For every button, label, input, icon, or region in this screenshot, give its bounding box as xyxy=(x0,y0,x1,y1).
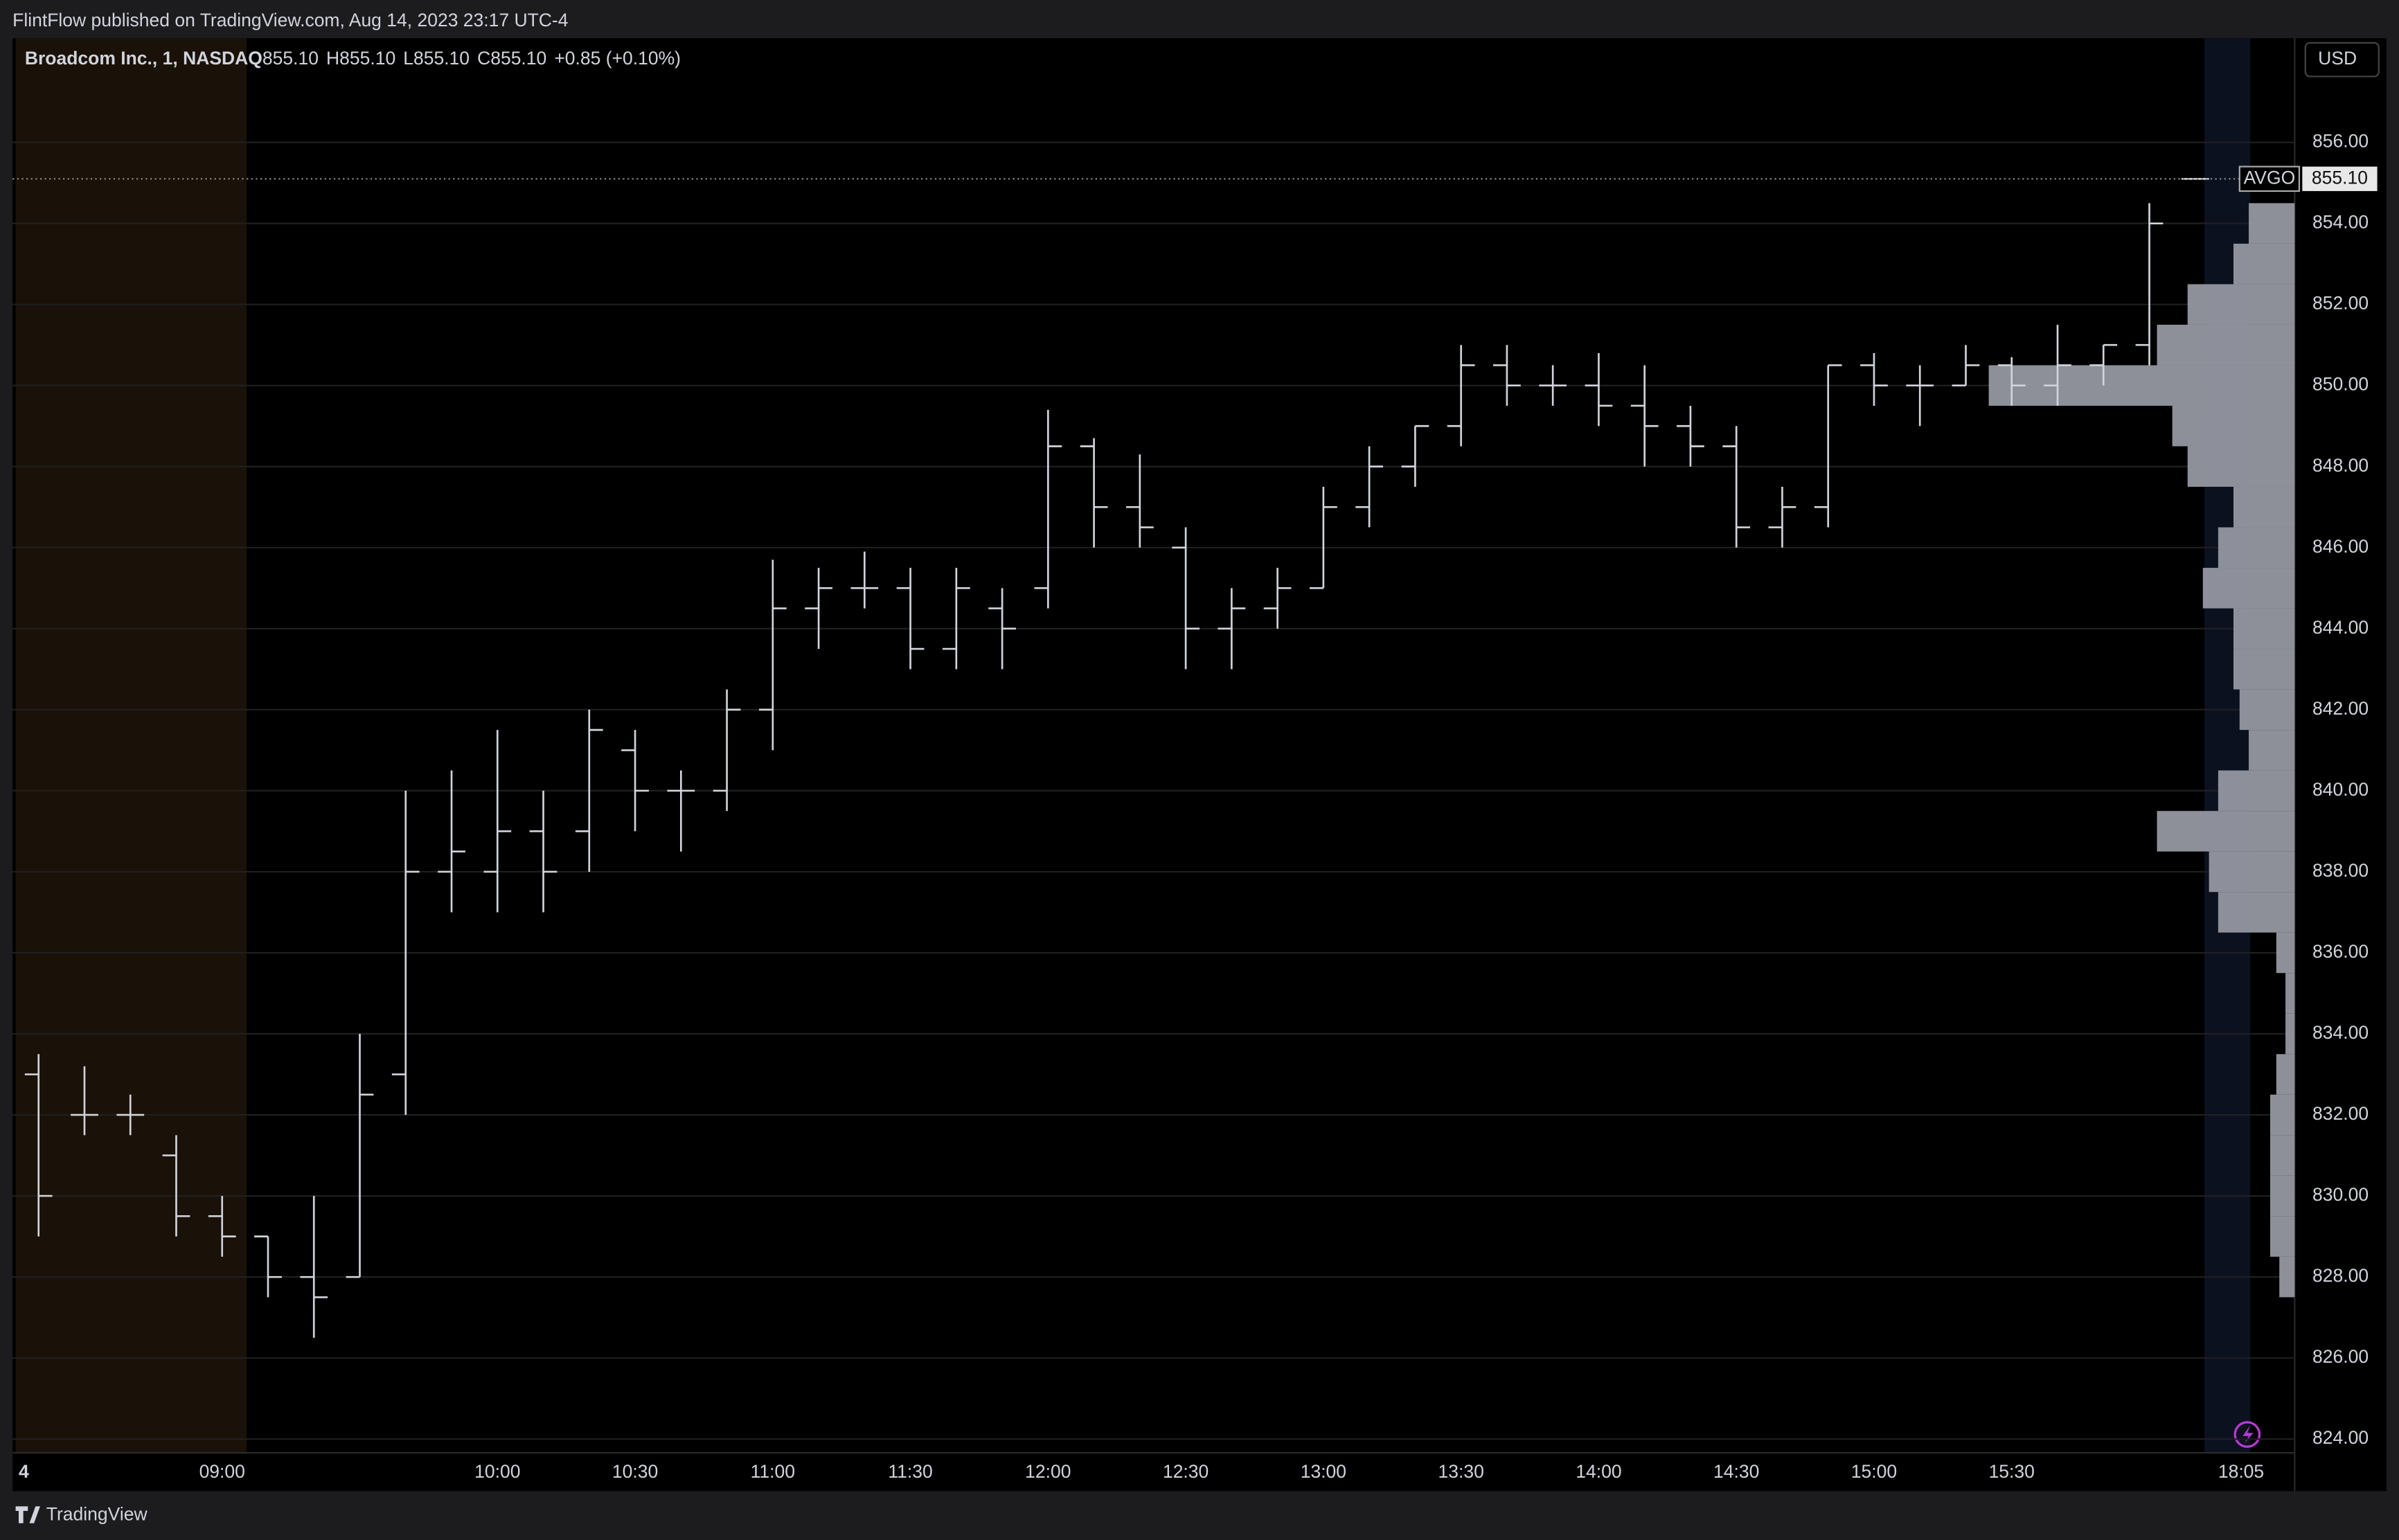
y-tick-label: 834.00 xyxy=(2312,1022,2369,1043)
lightning-icon[interactable] xyxy=(2233,1421,2261,1448)
y-tick-label: 824.00 xyxy=(2312,1427,2369,1448)
volume-profile-bar xyxy=(2269,1175,2295,1217)
y-tick-label: 840.00 xyxy=(2312,779,2369,800)
x-tick-label: 14:00 xyxy=(1576,1461,1621,1482)
volume-profile-bar xyxy=(2285,1013,2295,1055)
publish-header: FlintFlow published on TradingView.com, … xyxy=(12,10,568,30)
x-tick-label: 15:30 xyxy=(1989,1461,2035,1482)
legend-item: C855.10 xyxy=(477,48,546,69)
volume-profile-bar xyxy=(2285,973,2295,1014)
y-tick-label: 846.00 xyxy=(2312,536,2369,557)
x-tick-label: 10:00 xyxy=(474,1461,520,1482)
currency: USD xyxy=(2318,48,2357,69)
volume-profile-bar xyxy=(2233,608,2295,650)
volume-profile-bar xyxy=(2249,730,2295,771)
date-label: 4 xyxy=(19,1461,29,1482)
y-tick-label: 852.00 xyxy=(2312,293,2369,314)
volume-profile-bar xyxy=(2202,568,2295,609)
volume-profile-bar xyxy=(2187,446,2295,487)
legend-item: L855.10 xyxy=(403,48,470,69)
volume-profile-bar xyxy=(1988,365,2295,406)
volume-profile-bar xyxy=(2187,284,2295,325)
footer-brand: TradingView xyxy=(46,1504,148,1525)
volume-profile-bar xyxy=(2269,1135,2295,1176)
volume-profile-bar xyxy=(2269,1216,2295,1257)
volume-profile-bar xyxy=(2218,770,2295,812)
lightning-bolt xyxy=(2242,1425,2254,1444)
x-tick-label: 11:00 xyxy=(751,1461,795,1482)
y-tick-label: 830.00 xyxy=(2312,1184,2369,1205)
volume-profile-bar xyxy=(2233,243,2295,285)
legend-item: O855.10 xyxy=(248,48,319,69)
y-tick-label: 842.00 xyxy=(2312,698,2369,719)
y-tick-label: 854.00 xyxy=(2312,212,2369,233)
premarket-shade xyxy=(15,38,247,1453)
x-tick-label: 15:00 xyxy=(1851,1461,1897,1482)
symbol-title: Broadcom Inc., 1, NASDAQ xyxy=(25,48,262,69)
last-price-label: 855.10 xyxy=(2312,167,2368,188)
y-tick-label: 828.00 xyxy=(2312,1265,2369,1286)
volume-profile-bar xyxy=(2239,689,2295,731)
y-tick-label: 844.00 xyxy=(2312,617,2369,638)
volume-profile-bar xyxy=(2172,405,2295,447)
volume-profile-bar xyxy=(2279,1256,2295,1298)
legend-item: H855.10 xyxy=(326,48,395,69)
volume-profile-bar xyxy=(2276,1054,2295,1095)
volume-profile-bar xyxy=(2218,527,2295,568)
x-tick-label: 18:05 xyxy=(2218,1461,2264,1482)
x-tick-label: 13:30 xyxy=(1438,1461,1483,1482)
volume-profile-bar xyxy=(2233,649,2295,690)
x-tick-label: 13:00 xyxy=(1301,1461,1346,1482)
volume-profile-bar xyxy=(2276,932,2295,974)
legend-item: +0.85 (+0.10%) xyxy=(554,48,681,69)
y-tick-label: 848.00 xyxy=(2312,455,2369,476)
volume-profile-bar xyxy=(2157,324,2295,366)
volume-profile-bar xyxy=(2209,851,2295,893)
volume-profile-bar xyxy=(2218,892,2295,933)
y-tick-label: 836.00 xyxy=(2312,941,2369,962)
chart-area xyxy=(12,38,2387,1492)
x-tick-label: 09:00 xyxy=(199,1461,245,1482)
volume-profile-bar xyxy=(2157,811,2295,852)
x-tick-label: 11:30 xyxy=(888,1461,932,1482)
last-price-tag xyxy=(2302,166,2378,191)
volume-profile-bar xyxy=(2269,1094,2295,1136)
y-tick-label: 850.00 xyxy=(2312,374,2369,395)
y-tick-label: 826.00 xyxy=(2312,1346,2369,1367)
x-tick-label: 10:30 xyxy=(612,1461,658,1482)
volume-profile-bar xyxy=(2249,203,2295,244)
x-tick-label: 12:00 xyxy=(1025,1461,1071,1482)
y-tick-label: 832.00 xyxy=(2312,1103,2369,1124)
volume-profile-bar xyxy=(2233,487,2295,528)
y-tick-label: 856.00 xyxy=(2312,131,2369,152)
x-tick-label: 12:30 xyxy=(1163,1461,1209,1482)
symbol-tag-text: AVGO xyxy=(2244,167,2296,188)
currency-button[interactable] xyxy=(2304,42,2380,78)
symbol-tag xyxy=(2238,165,2301,192)
y-tick-label: 838.00 xyxy=(2312,860,2369,881)
tv-logo xyxy=(15,1506,40,1523)
x-tick-label: 14:30 xyxy=(1713,1461,1759,1482)
